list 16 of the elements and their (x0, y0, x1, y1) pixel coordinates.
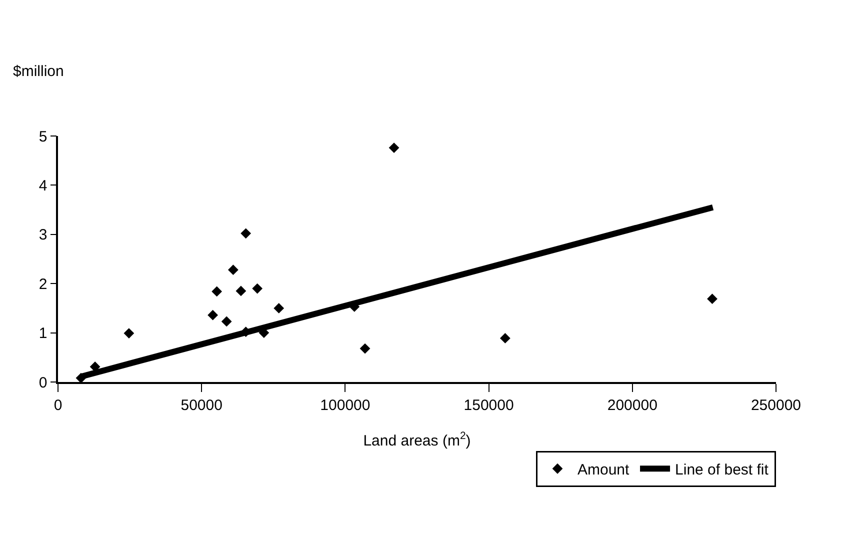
x-tick-label: 50000 (180, 396, 222, 414)
y-tick-label: 4 (38, 177, 48, 194)
x-tick-label: 250000 (750, 396, 802, 414)
x-tick-label: 0 (54, 396, 62, 414)
legend-label: Amount (578, 461, 630, 478)
y-tick-label: 3 (38, 226, 48, 244)
x-axis-title: Land areas (m$^{2}$) (363, 430, 471, 450)
y-axis-title: $million (13, 63, 64, 80)
y-tick-label: 0 (38, 374, 48, 392)
y-tick-label: 2 (38, 276, 48, 293)
x-tick-label: 150000 (464, 396, 514, 414)
y-tick-label: 5 (38, 128, 48, 146)
x-tick-label: 200000 (607, 396, 658, 414)
y-tick-label: 1 (38, 325, 48, 342)
legend-label: Line of best fit (675, 461, 770, 478)
x-tick-label: 100000 (320, 396, 370, 414)
